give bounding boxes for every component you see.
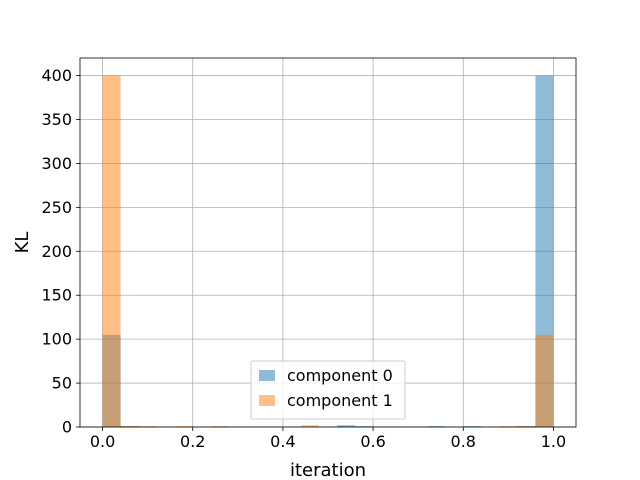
histogram-bar-component-1: [120, 426, 139, 427]
y-tick-label: 250: [41, 198, 72, 217]
plot-frame: [79, 57, 577, 428]
legend: component 0 component 1: [250, 360, 406, 420]
histogram-bar-component-1: [210, 426, 229, 427]
histogram-bars: [102, 75, 554, 428]
histogram-bar-component-1: [300, 425, 319, 427]
y-tick-label: 0: [62, 418, 72, 437]
histogram-bar-component-1: [517, 426, 536, 427]
x-tick-label: 0.4: [270, 432, 295, 451]
x-axis-label: iteration: [290, 460, 366, 480]
y-tick-label: 50: [52, 374, 72, 393]
grid-lines: [80, 58, 576, 428]
y-tick-label: 150: [41, 286, 72, 305]
legend-box: [250, 360, 406, 420]
legend-label-component-1: component 1: [287, 391, 393, 410]
y-tick-label: 100: [41, 330, 72, 349]
histogram-bar-component-1: [499, 426, 518, 427]
legend-swatch-component-0: [259, 370, 275, 381]
histogram-bar-component-0: [463, 426, 482, 427]
histogram-bar-component-1: [102, 75, 121, 428]
histogram-bar-component-1: [138, 426, 157, 427]
histogram-bar-component-0: [427, 426, 446, 427]
x-tick-label: 0.8: [451, 432, 476, 451]
x-tick-label: 1.0: [541, 432, 566, 451]
y-tick-label: 200: [41, 242, 72, 261]
histogram-bar-component-0: [355, 426, 374, 427]
axis-ticks: 0.0 0.2 0.4 0.6 0.8 1.0 0 50 100 150 200 250 300 350 4…: [41, 66, 566, 451]
legend-swatch-component-1: [259, 395, 275, 406]
y-tick-label: 300: [41, 154, 72, 173]
histogram-bar-component-0: [337, 425, 356, 427]
legend-label-component-0: component 0: [287, 366, 393, 385]
x-tick-label: 0.0: [90, 432, 115, 451]
y-tick-label: 400: [41, 66, 72, 85]
histogram-bar-component-1: [535, 334, 554, 427]
x-tick-label: 0.2: [180, 432, 205, 451]
y-axis-label: KL: [12, 232, 33, 254]
y-tick-label: 350: [41, 110, 72, 129]
x-tick-label: 0.6: [360, 432, 385, 451]
histogram-bar-component-1: [174, 426, 193, 427]
